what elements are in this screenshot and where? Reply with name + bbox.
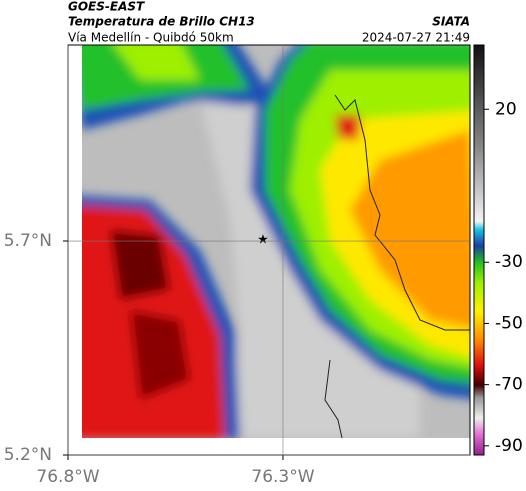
y-tick-label: 5.2°N	[4, 445, 52, 465]
colorbar-tick-label: -90	[495, 436, 523, 456]
colorbar-tick-label: 20	[495, 99, 517, 119]
colorbar	[473, 44, 485, 456]
title: Temperatura de Brillo CH13	[68, 15, 255, 29]
satellite: GOES-EAST	[68, 0, 145, 14]
satellite-image: ★	[82, 45, 470, 438]
x-tick-label: 76.8°W	[36, 467, 99, 487]
subtitle: Vía Medellín - Quibdó 50km	[68, 31, 234, 45]
source: SIATA	[432, 15, 470, 29]
colorbar-tick-label: -50	[495, 313, 523, 333]
colorbar-tick-label: -30	[495, 252, 523, 272]
location-star: ★	[257, 233, 269, 248]
datetime: 2024-07-27 21:49	[362, 31, 470, 45]
colorbar-tick-label: -70	[495, 375, 523, 395]
x-tick-label: 76.3°W	[251, 467, 314, 487]
y-tick-label: 5.7°N	[4, 231, 52, 251]
